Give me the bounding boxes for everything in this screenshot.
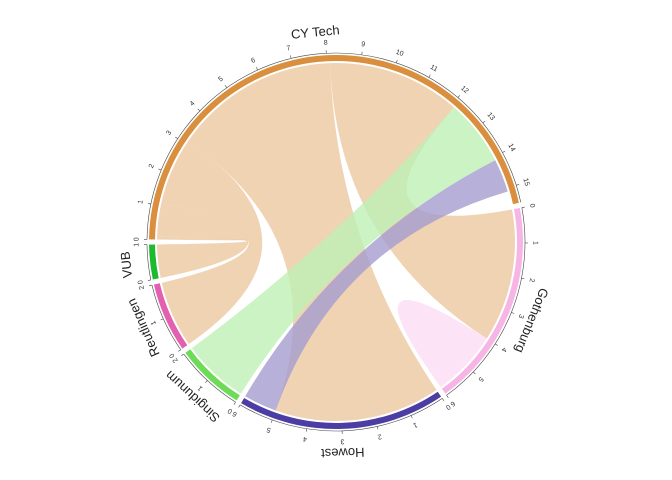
sector-arcs	[149, 55, 523, 429]
tick-label-cy-tech-0: 0	[133, 237, 140, 241]
tick-gothenburg-6	[446, 395, 449, 398]
tick-cy-tech-3	[175, 136, 178, 139]
tick-howest-5	[270, 419, 273, 423]
tick-label-howest-3: 3	[340, 437, 344, 444]
sector-arc-gothenburg	[441, 207, 523, 394]
tick-label-cy-tech-4: 4	[189, 100, 197, 108]
tick-singidunum-0	[233, 401, 236, 405]
tick-label-cy-tech-15: 15	[521, 177, 530, 187]
link-cy-tech-to-reutlingen	[161, 141, 263, 345]
tick-label-vub-1: 1	[133, 243, 140, 247]
tick-label-gothenburg-3: 3	[517, 313, 525, 319]
sector-arc-vub	[149, 244, 159, 280]
tick-label-reutlingen-1: 1	[150, 320, 158, 326]
tick-cy-tech-6	[256, 67, 258, 71]
tick-label-reutlingen-0: 0	[168, 352, 176, 359]
axis-line-singidunum	[183, 353, 236, 403]
axis-line-gothenburg	[446, 207, 526, 396]
tick-singidunum-2	[181, 353, 184, 357]
tick-cy-tech-7	[290, 55, 292, 59]
tick-label-gothenburg-2: 2	[527, 278, 535, 283]
tick-label-cy-tech-3: 3	[165, 130, 173, 137]
tick-label-howest-1: 1	[412, 421, 418, 429]
link-cy-tech-to-howest	[187, 63, 437, 421]
sector-arc-howest	[241, 391, 442, 429]
tick-vub-0	[147, 279, 151, 281]
sector-arc-singidunum	[185, 349, 240, 401]
tick-cy-tech-1	[147, 203, 151, 205]
link-singidunum-to-cy-tech	[191, 107, 496, 394]
axis-line-reutlingen	[151, 285, 181, 350]
tick-howest-0	[441, 398, 445, 401]
tick-cy-tech-15	[516, 184, 520, 186]
sector-label-howest: Howest	[321, 445, 365, 461]
tick-gothenburg-5	[473, 371, 476, 375]
tick-gothenburg-2	[521, 278, 525, 280]
link-cy-tech-to-cy-tech	[157, 236, 247, 241]
link-gothenburg-to-gothenburg	[397, 299, 487, 388]
sector-label-cy-tech: CY Tech	[290, 22, 340, 42]
tick-label-gothenburg-4: 4	[500, 346, 508, 353]
link-cy-tech-to-gothenburg	[330, 63, 516, 339]
tick-reutlingen-1	[160, 318, 164, 321]
tick-howest-6	[238, 404, 241, 408]
axis-line-cy-tech	[146, 52, 522, 240]
tick-label-howest-5: 5	[266, 425, 272, 433]
tick-gothenburg-4	[494, 343, 498, 346]
tick-label-cy-tech-9: 9	[361, 41, 366, 48]
tick-cy-tech-10	[396, 59, 398, 63]
tick-cy-tech-2	[158, 168, 162, 171]
tick-label-cy-tech-2: 2	[148, 163, 156, 169]
tick-cy-tech-4	[197, 108, 201, 112]
tick-label-howest-6: 6	[231, 409, 238, 417]
tick-label-singidunum-1: 1	[197, 384, 205, 392]
tick-cy-tech-14	[502, 150, 506, 153]
tick-label-cy-tech-10: 10	[395, 49, 405, 58]
tick-howest-1	[410, 415, 413, 419]
tick-label-cy-tech-13: 13	[485, 111, 495, 122]
tick-label-howest-0: 0	[444, 403, 451, 411]
tick-label-cy-tech-7: 7	[286, 45, 292, 53]
tick-label-cy-tech-1: 1	[137, 199, 145, 204]
link-howest-to-cy-tech	[245, 160, 508, 411]
tick-label-cy-tech-8: 8	[324, 40, 328, 47]
tick-label-singidunum-0: 0	[227, 407, 234, 415]
sector-label-vub: VUB	[117, 251, 135, 279]
axis-line-howest	[239, 398, 443, 432]
tick-label-howest-2: 2	[377, 432, 382, 440]
sector-label-gothenburg: Gothenburg	[512, 286, 551, 355]
sector-arc-reutlingen	[153, 283, 188, 349]
tick-label-vub-0: 0	[137, 279, 145, 284]
tick-label-cy-tech-12: 12	[459, 85, 470, 95]
tick-reutlingen-2	[148, 284, 153, 287]
tick-label-cy-tech-5: 5	[217, 76, 224, 84]
tick-label-howest-4: 4	[303, 435, 308, 443]
tick-label-gothenburg-6: 6	[449, 399, 456, 407]
tick-label-singidunum-2: 2	[172, 356, 180, 363]
tick-cy-tech-13	[482, 120, 486, 124]
tick-cy-tech-12	[457, 95, 461, 98]
tick-reutlingen-0	[178, 349, 181, 352]
tick-label-gothenburg-1: 1	[531, 241, 538, 245]
tick-label-gothenburg-5: 5	[477, 375, 485, 383]
tick-cy-tech-11	[428, 74, 431, 78]
tick-howest-2	[377, 426, 379, 430]
tick-label-gothenburg-0: 0	[528, 203, 536, 208]
tick-singidunum-1	[205, 380, 208, 383]
tick-label-cy-tech-14: 14	[506, 143, 516, 153]
tick-gothenburg-3	[511, 312, 515, 314]
tick-gothenburg-0	[521, 206, 525, 208]
tick-label-cy-tech-11: 11	[429, 64, 439, 74]
tick-label-reutlingen-2: 2	[138, 285, 146, 290]
sector-label-reutlingen: Reutlingen	[124, 296, 163, 359]
chord-links	[157, 63, 516, 421]
link-cy-tech-to-vub	[157, 202, 249, 278]
tick-label-cy-tech-6: 6	[250, 57, 257, 65]
tick-cy-tech-5	[224, 85, 228, 88]
